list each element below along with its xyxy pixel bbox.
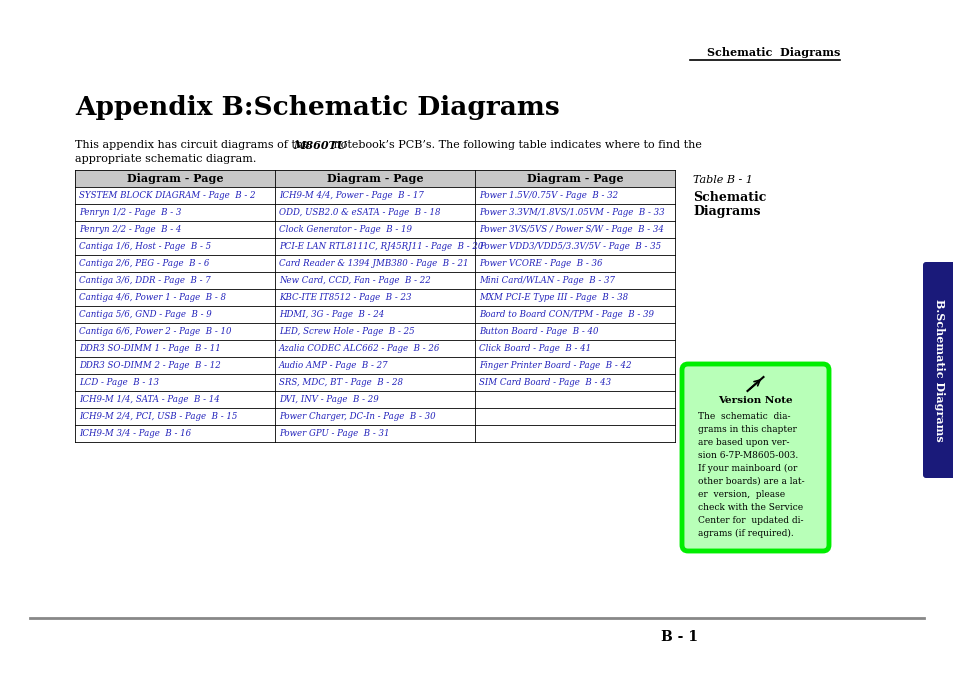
- Text: ODD, USB2.0 & eSATA - Page  B - 18: ODD, USB2.0 & eSATA - Page B - 18: [278, 208, 440, 217]
- Text: Audio AMP - Page  B - 27: Audio AMP - Page B - 27: [278, 361, 388, 370]
- Text: ICH9-M 3/4 - Page  B - 16: ICH9-M 3/4 - Page B - 16: [79, 429, 191, 438]
- Text: If your mainboard (or: If your mainboard (or: [698, 464, 797, 473]
- Text: Power GPU - Page  B - 31: Power GPU - Page B - 31: [278, 429, 389, 438]
- Bar: [75, 170, 675, 187]
- Text: Clock Generator - Page  B - 19: Clock Generator - Page B - 19: [278, 225, 412, 234]
- Text: Cantiga 6/6, Power 2 - Page  B - 10: Cantiga 6/6, Power 2 - Page B - 10: [79, 327, 232, 336]
- Text: B - 1: B - 1: [660, 630, 698, 644]
- Text: Diagrams: Diagrams: [692, 205, 760, 218]
- Text: are based upon ver-: are based upon ver-: [698, 438, 789, 447]
- Text: Finger Printer Board - Page  B - 42: Finger Printer Board - Page B - 42: [478, 361, 631, 370]
- Text: Appendix B:Schematic Diagrams: Appendix B:Schematic Diagrams: [75, 95, 559, 120]
- Text: Power Charger, DC-In - Page  B - 30: Power Charger, DC-In - Page B - 30: [278, 412, 436, 421]
- FancyBboxPatch shape: [681, 364, 828, 551]
- Text: MXM PCI-E Type III - Page  B - 38: MXM PCI-E Type III - Page B - 38: [478, 293, 627, 302]
- Text: appropriate schematic diagram.: appropriate schematic diagram.: [75, 154, 256, 164]
- Text: SRS, MDC, BT - Page  B - 28: SRS, MDC, BT - Page B - 28: [278, 378, 402, 387]
- Text: SIM Card Board - Page  B - 43: SIM Card Board - Page B - 43: [478, 378, 611, 387]
- Text: Version Note: Version Note: [718, 396, 792, 405]
- Text: ICH9-M 2/4, PCI, USB - Page  B - 15: ICH9-M 2/4, PCI, USB - Page B - 15: [79, 412, 237, 421]
- Text: Table B - 1: Table B - 1: [692, 175, 752, 185]
- Text: Diagram - Page: Diagram - Page: [327, 173, 423, 184]
- Text: PCI-E LAN RTL8111C, RJ45RJ11 - Page  B - 20: PCI-E LAN RTL8111C, RJ45RJ11 - Page B - …: [278, 242, 483, 251]
- Text: Board to Board CON/TPM - Page  B - 39: Board to Board CON/TPM - Page B - 39: [478, 310, 654, 319]
- Text: Cantiga 4/6, Power 1 - Page  B - 8: Cantiga 4/6, Power 1 - Page B - 8: [79, 293, 226, 302]
- Text: Click Board - Page  B - 41: Click Board - Page B - 41: [478, 344, 591, 353]
- Text: grams in this chapter: grams in this chapter: [698, 425, 796, 434]
- Text: DDR3 SO-DIMM 1 - Page  B - 11: DDR3 SO-DIMM 1 - Page B - 11: [79, 344, 220, 353]
- Text: er  version,  please: er version, please: [698, 490, 784, 499]
- Text: DVI, INV - Page  B - 29: DVI, INV - Page B - 29: [278, 395, 378, 404]
- Text: Cantiga 2/6, PEG - Page  B - 6: Cantiga 2/6, PEG - Page B - 6: [79, 259, 209, 268]
- Text: Cantiga 3/6, DDR - Page  B - 7: Cantiga 3/6, DDR - Page B - 7: [79, 276, 211, 285]
- Text: ICH9-M 4/4, Power - Page  B - 17: ICH9-M 4/4, Power - Page B - 17: [278, 191, 423, 200]
- Text: The  schematic  dia-: The schematic dia-: [698, 412, 790, 421]
- Text: Cantiga 1/6, Host - Page  B - 5: Cantiga 1/6, Host - Page B - 5: [79, 242, 211, 251]
- Text: LED, Screw Hole - Page  B - 25: LED, Screw Hole - Page B - 25: [278, 327, 415, 336]
- Text: check with the Service: check with the Service: [698, 503, 802, 512]
- Text: Center for  updated di-: Center for updated di-: [698, 516, 802, 525]
- Text: Cantiga 5/6, GND - Page  B - 9: Cantiga 5/6, GND - Page B - 9: [79, 310, 212, 319]
- Text: notebook’s PCB’s. The following table indicates where to find the: notebook’s PCB’s. The following table in…: [330, 140, 701, 150]
- Text: ICH9-M 1/4, SATA - Page  B - 14: ICH9-M 1/4, SATA - Page B - 14: [79, 395, 219, 404]
- Text: Diagram - Page: Diagram - Page: [526, 173, 622, 184]
- Text: Penryn 1/2 - Page  B - 3: Penryn 1/2 - Page B - 3: [79, 208, 181, 217]
- Text: Power VDD3/VDD5/3.3V/5V - Page  B - 35: Power VDD3/VDD5/3.3V/5V - Page B - 35: [478, 242, 660, 251]
- Text: Azalia CODEC ALC662 - Page  B - 26: Azalia CODEC ALC662 - Page B - 26: [278, 344, 440, 353]
- Text: B.Schematic Diagrams: B.Schematic Diagrams: [934, 298, 944, 441]
- FancyBboxPatch shape: [923, 262, 953, 478]
- Text: Power 3VS/5VS / Power S/W - Page  B - 34: Power 3VS/5VS / Power S/W - Page B - 34: [478, 225, 663, 234]
- Text: LCD - Page  B - 13: LCD - Page B - 13: [79, 378, 159, 387]
- Text: Card Reader & 1394 JMB380 - Page  B - 21: Card Reader & 1394 JMB380 - Page B - 21: [278, 259, 468, 268]
- Text: sion 6-7P-M8605-003.: sion 6-7P-M8605-003.: [698, 451, 798, 460]
- Text: New Card, CCD, Fan - Page  B - 22: New Card, CCD, Fan - Page B - 22: [278, 276, 431, 285]
- Text: Power VCORE - Page  B - 36: Power VCORE - Page B - 36: [478, 259, 602, 268]
- Text: SYSTEM BLOCK DIAGRAM - Page  B - 2: SYSTEM BLOCK DIAGRAM - Page B - 2: [79, 191, 255, 200]
- Text: Button Board - Page  B - 40: Button Board - Page B - 40: [478, 327, 598, 336]
- Text: agrams (if required).: agrams (if required).: [698, 529, 793, 538]
- Text: Mini Card/WLAN - Page  B - 37: Mini Card/WLAN - Page B - 37: [478, 276, 615, 285]
- Text: KBC-ITE IT8512 - Page  B - 23: KBC-ITE IT8512 - Page B - 23: [278, 293, 411, 302]
- Text: Penryn 2/2 - Page  B - 4: Penryn 2/2 - Page B - 4: [79, 225, 181, 234]
- Text: M860TU: M860TU: [293, 140, 346, 151]
- Text: Schematic: Schematic: [692, 191, 765, 204]
- Text: Schematic  Diagrams: Schematic Diagrams: [706, 47, 840, 58]
- Text: DDR3 SO-DIMM 2 - Page  B - 12: DDR3 SO-DIMM 2 - Page B - 12: [79, 361, 220, 370]
- Text: HDMI, 3G - Page  B - 24: HDMI, 3G - Page B - 24: [278, 310, 384, 319]
- Text: Power 3.3VM/1.8VS/1.05VM - Page  B - 33: Power 3.3VM/1.8VS/1.05VM - Page B - 33: [478, 208, 664, 217]
- Text: Diagram - Page: Diagram - Page: [127, 173, 223, 184]
- Text: This appendix has circuit diagrams of the: This appendix has circuit diagrams of th…: [75, 140, 313, 150]
- Text: Power 1.5V/0.75V - Page  B - 32: Power 1.5V/0.75V - Page B - 32: [478, 191, 618, 200]
- Text: other boards) are a lat-: other boards) are a lat-: [698, 477, 803, 486]
